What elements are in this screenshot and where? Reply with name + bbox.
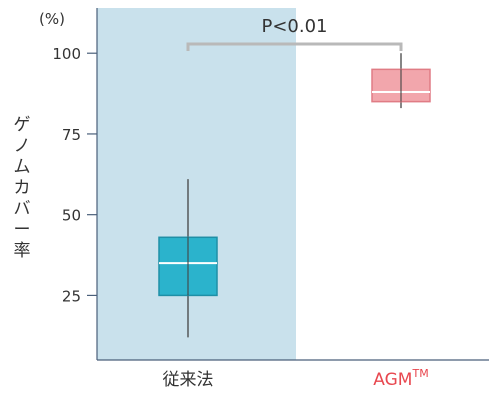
background-band [97,8,296,360]
y-axis-label-char-3: カ [14,178,31,198]
y-axis-label-char-2: ム [14,157,31,177]
y-tick-label-25: 25 [62,287,81,305]
y-axis-label-char-5: ー [14,220,31,240]
y-tick-label-100: 100 [52,45,81,63]
y-unit-label: (%) [39,10,65,28]
y-axis-label-char-4: バ [14,199,31,219]
y-tick-label-50: 50 [62,207,81,225]
significance-bracket [186,42,403,51]
y-axis-label-char-1: ノ [14,136,31,156]
x-category-label-agm: AGMTM [373,367,428,389]
significance-label: P<0.01 [261,16,327,37]
y-axis-label-char-6: 率 [14,241,31,261]
y-tick-label-75: 75 [62,126,81,144]
x-category-label-conventional: 従来法 [163,370,214,389]
y-axis-label-char-0: ゲ [14,115,31,135]
